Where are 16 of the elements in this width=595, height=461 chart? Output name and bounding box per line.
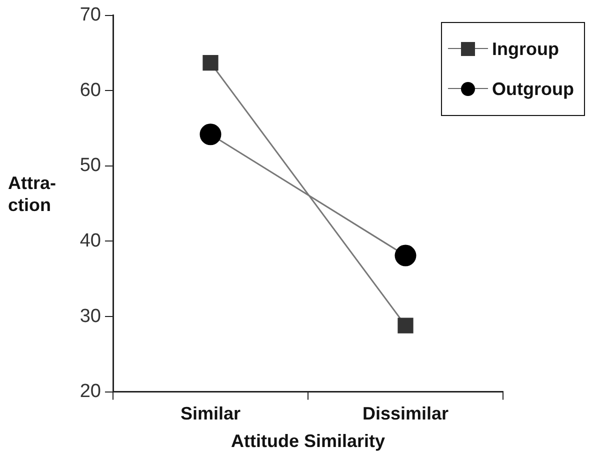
y-tick-label: 60 bbox=[80, 80, 101, 101]
x-tick-label: Dissimilar bbox=[362, 404, 449, 424]
x-axis-title: Attitude Similarity bbox=[230, 431, 386, 452]
point bbox=[394, 244, 416, 266]
point bbox=[200, 124, 222, 146]
y-tick-label: 30 bbox=[80, 306, 101, 327]
y-tick-label: 40 bbox=[80, 230, 101, 252]
legend-label: Ingroup bbox=[492, 38, 559, 60]
point bbox=[398, 318, 414, 334]
y-tick-label: 20 bbox=[80, 381, 101, 402]
point bbox=[202, 55, 218, 71]
y-tick-label: 70 bbox=[80, 4, 101, 26]
y-tick-label: 50 bbox=[80, 155, 101, 176]
y-axis-title: Attra-ction bbox=[8, 172, 56, 216]
x-tick-label: Similar bbox=[180, 404, 241, 424]
legend-label: Outgroup bbox=[492, 78, 574, 100]
